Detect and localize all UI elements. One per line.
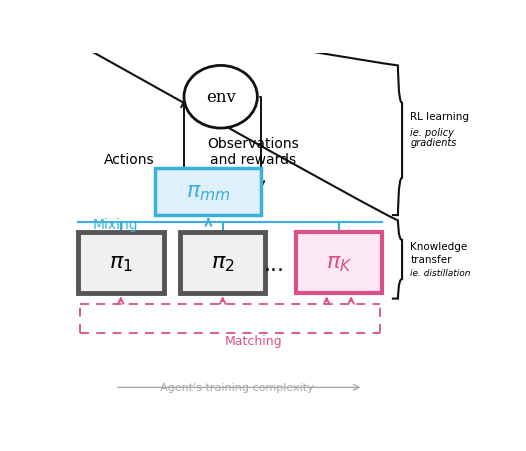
FancyBboxPatch shape [156,169,261,216]
Text: transfer: transfer [410,254,452,264]
Text: $\pi_1$: $\pi_1$ [109,253,133,273]
Text: Matching: Matching [225,334,282,347]
Text: env: env [206,89,236,106]
FancyBboxPatch shape [296,233,382,294]
Circle shape [184,66,257,129]
Text: $\pi_{mm}$: $\pi_{mm}$ [186,182,231,202]
Text: $\pi_2$: $\pi_2$ [211,253,235,273]
Text: Mixing: Mixing [92,217,138,231]
Text: Actions: Actions [104,153,154,167]
Text: Observations
and rewards: Observations and rewards [207,136,299,166]
Text: ie. policy: ie. policy [410,127,454,137]
Text: Knowledge: Knowledge [410,242,468,252]
Text: $\pi_K$: $\pi_K$ [326,253,352,273]
FancyBboxPatch shape [180,233,266,294]
Text: ...: ... [263,254,284,274]
Text: gradients: gradients [410,138,457,147]
FancyBboxPatch shape [78,233,164,294]
Text: RL learning: RL learning [410,112,469,122]
Text: Agent's training complexity: Agent's training complexity [160,382,314,392]
Text: ie. distillation: ie. distillation [410,268,471,277]
